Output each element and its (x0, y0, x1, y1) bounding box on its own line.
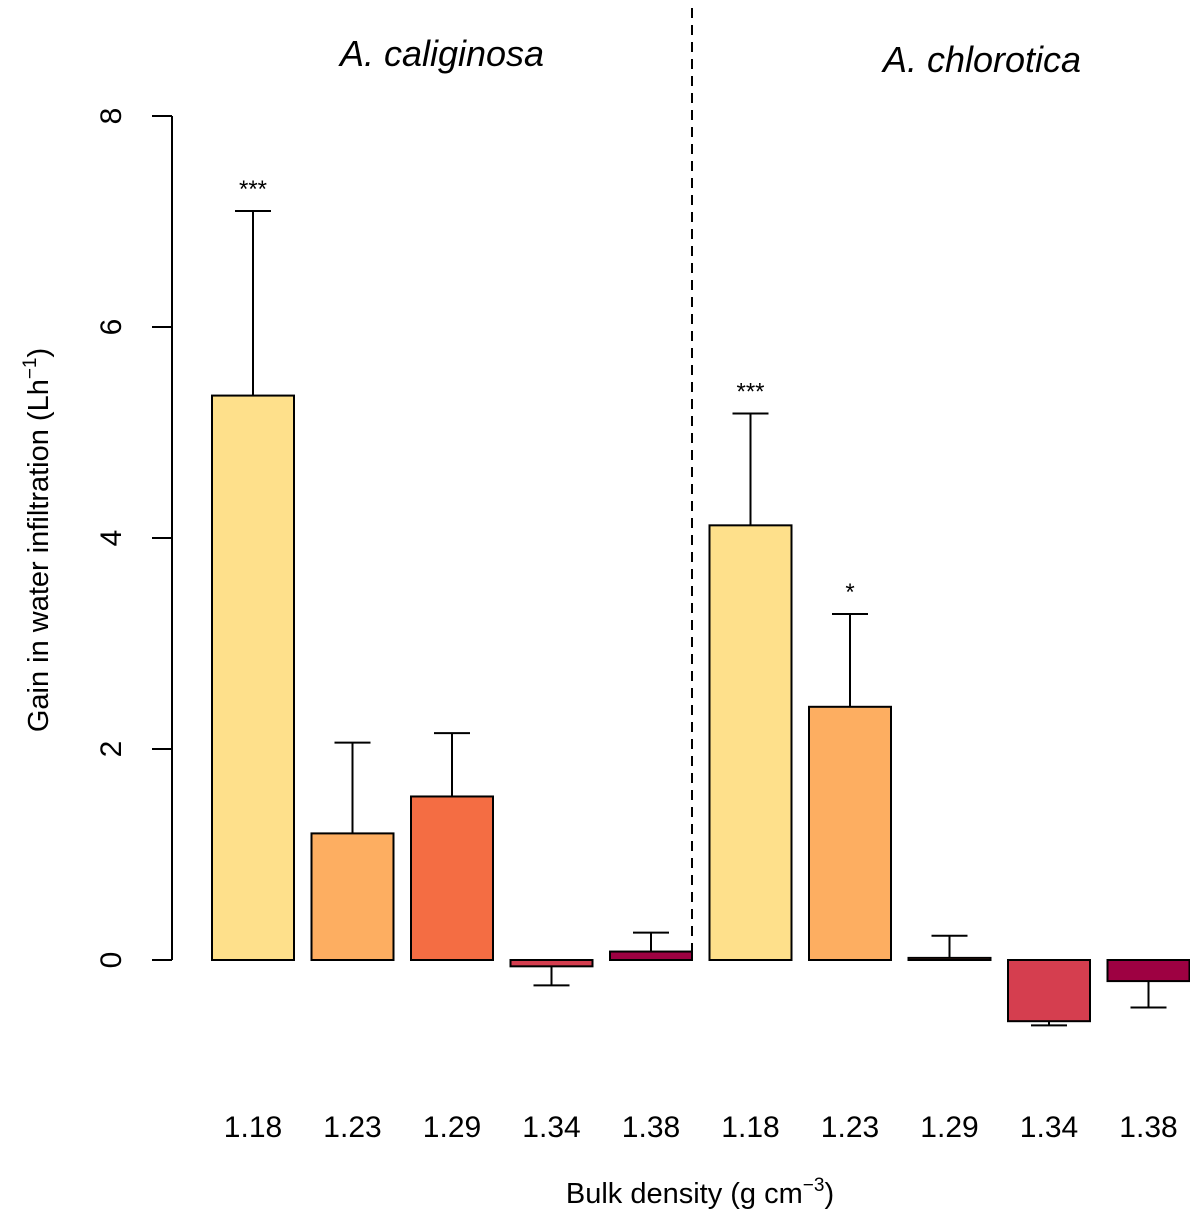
x-axis-title-close: ) (824, 1178, 834, 1210)
bar (1106, 959, 1190, 983)
y-axis-title-main: Gain in water infiltration (Lh (23, 379, 55, 732)
category-label: 1.29 (423, 1111, 481, 1144)
y-axis-title-close: ) (23, 348, 55, 358)
bar (211, 394, 295, 961)
significance-label: *** (736, 379, 764, 406)
category-label: 1.38 (1119, 1111, 1177, 1144)
category-label: 1.34 (1020, 1111, 1078, 1144)
bar (410, 795, 494, 961)
panel-title-caliginosa: A. caliginosa (338, 33, 544, 74)
significance-label: *** (239, 176, 267, 203)
category-label: 1.38 (622, 1111, 680, 1144)
y-tick-label: 4 (95, 530, 128, 547)
y-tick-label: 2 (95, 741, 128, 758)
y-tick-label: 8 (95, 108, 128, 125)
y-axis: 0 2 4 6 8 (95, 108, 173, 969)
bar (310, 832, 395, 962)
y-axis-title: Gain in water infiltration (Lh−1) (20, 348, 55, 732)
y-axis-title-superscript: −1 (20, 358, 41, 380)
x-axis-title-main: Bulk density (g cm (566, 1178, 803, 1210)
category-label: 1.29 (920, 1111, 978, 1144)
bar (1007, 959, 1091, 1023)
category-label: 1.18 (224, 1111, 282, 1144)
category-label: 1.23 (821, 1111, 879, 1144)
bars: *** 1.18 1.23 1.29 1.34 1.38 *** 1.18 * 1.23 1.29 1… (211, 176, 1190, 1144)
x-axis-title-superscript: −3 (803, 1175, 825, 1196)
panel-title-chlorotica: A. chlorotica (881, 39, 1081, 80)
y-tick-label: 0 (95, 952, 128, 969)
bar (509, 959, 594, 968)
bar (708, 524, 793, 962)
y-ticks: 0 2 4 6 8 (95, 108, 172, 969)
x-axis-title: Bulk density (g cm−3) (566, 1175, 834, 1210)
bar (808, 705, 892, 961)
bar (907, 956, 992, 962)
bar (609, 950, 693, 961)
category-label: 1.23 (323, 1111, 381, 1144)
y-tick-label: 6 (95, 319, 128, 336)
category-label: 1.18 (721, 1111, 779, 1144)
category-label: 1.34 (522, 1111, 580, 1144)
significance-label: * (845, 579, 854, 606)
